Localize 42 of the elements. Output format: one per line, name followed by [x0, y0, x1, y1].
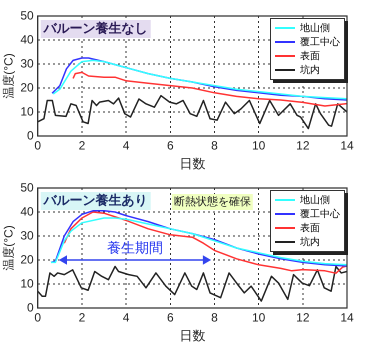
x-tick-label: 4	[122, 310, 130, 325]
y-tick-label: 40	[20, 32, 34, 46]
y-tick-label: 0	[27, 300, 34, 314]
y-tick-label: 20	[20, 80, 34, 94]
annotation: 断熱状態を確保	[174, 194, 251, 208]
x-tick-label: 2	[78, 310, 86, 325]
legend-label: 表面	[299, 50, 321, 63]
annotation: 養生期間	[106, 240, 163, 257]
y-tick-label: 0	[27, 128, 34, 142]
chart-title: バルーン養生あり	[42, 192, 148, 208]
y-axis-title: 温度(°C)	[2, 225, 16, 271]
x-tick-label: 6	[166, 310, 174, 325]
y-tick-label: 10	[20, 276, 34, 290]
legend-label: 地山側	[299, 22, 331, 35]
y-tick-label: 40	[20, 204, 34, 218]
y-tick-label: 20	[20, 252, 34, 266]
legend-label: 坑内	[299, 236, 321, 249]
y-axis-title: 温度(°C)	[2, 53, 16, 99]
x-tick-label: 4	[122, 138, 130, 153]
x-tick-label: 10	[252, 310, 266, 325]
x-tick-label: 8	[211, 138, 218, 153]
x-tick-label: 12	[296, 310, 310, 325]
legend-label: 覆工中心	[299, 208, 340, 221]
legend-label: 坑内	[299, 64, 321, 77]
legend-label: 表面	[299, 222, 321, 235]
x-axis-title: 日数	[179, 328, 206, 343]
x-tick-label: 10	[252, 138, 266, 153]
legend-label: 地山側	[299, 194, 331, 207]
x-tick-label: 6	[166, 138, 174, 153]
y-tick-label: 10	[20, 104, 34, 118]
y-tick-label: 50	[20, 8, 34, 22]
x-tick-label: 2	[78, 138, 86, 153]
x-tick-label: 14	[340, 310, 354, 325]
legend-label: 覆工中心	[299, 36, 340, 49]
x-tick-label: 12	[296, 138, 310, 153]
y-tick-label: 30	[20, 56, 34, 70]
y-tick-label: 50	[20, 180, 34, 194]
x-axis-title: 日数	[179, 156, 206, 171]
x-tick-label: 14	[340, 138, 354, 153]
x-tick-label: 8	[211, 310, 218, 325]
y-tick-label: 30	[20, 228, 34, 242]
chart-title: バルーン養生なし	[42, 20, 148, 36]
